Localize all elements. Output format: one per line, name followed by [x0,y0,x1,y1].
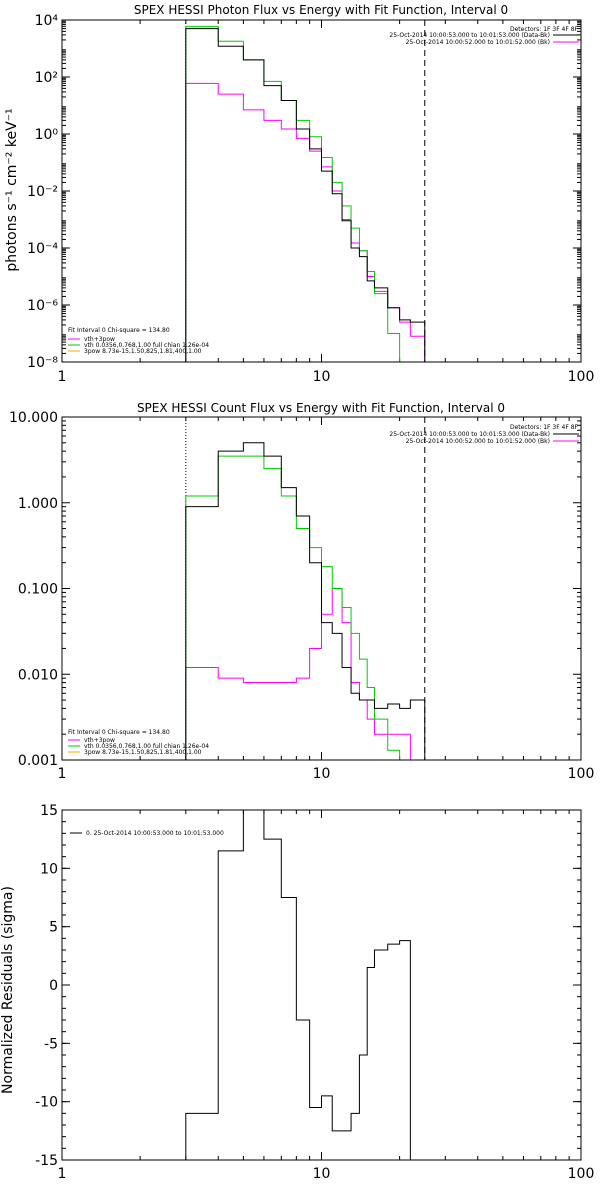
series-bk-line [185,82,426,362]
x-tick-label: 1 [58,766,67,782]
detectors-label: Detectors: 1F 3F 4F 8F [510,26,579,33]
series-data-bk-line [185,28,426,362]
y-axis-label: photons s⁻¹ cm⁻² keV⁻¹ [4,108,20,271]
y-tick-label: 0.010 [18,667,58,683]
plot-marks: 1 10 100 10⁻⁸ 10⁻⁶ 10⁻⁴ 10⁻² 10⁰ 10² 10⁴ [27,13,594,385]
photon-flux-chart: SPEX HESSI Photon Flux vs Energy with Fi… [4,3,594,385]
y-tick-label: 1.000 [18,496,58,512]
series-vth-3pow-line [185,25,425,362]
y-tick-label: 10 [40,861,58,877]
detectors-label: Detectors: 1F 3F 4F 8F [510,424,579,431]
series-data-bk-line [185,442,426,760]
time-label-data: 25-Oct-2014 10:00:53.000 to 10:01:53.000… [389,431,550,438]
y-tick-label: -5 [44,1036,58,1052]
y-tick-label: 10⁻² [27,184,58,200]
legend-entry-2: vth 0.0356,0.768,1.00 full chian 1.26e-0… [84,342,209,349]
plot-frame [61,809,582,1161]
y-tick-label: -15 [35,1153,58,1169]
y-tick-label: 10⁴ [35,13,59,29]
residuals-chart: Normalized Residuals (sigma) 1 10 100-15-1… [0,803,594,1182]
legend-entry-1: vth+3pow [84,336,115,343]
y-tick-label: 10⁻⁶ [27,298,58,314]
count-flux-chart: SPEX HESSI Count Flux vs Energy with Fit… [9,401,594,782]
legend-entry-1: 0. 25-Oct-2014 10:00:53.000 to 10:01:53.… [86,830,224,837]
fit-interval-label: Fit Interval 0 Chi-square = 134.80 [68,327,170,334]
x-tick-label: 10 [313,369,331,385]
plot-marks: 1 10 100 0.001 0.010 0.100 1.000 10.000 [9,410,594,782]
legend-entry-2: vth 0.0356,0.768,1.00 full chian 1.26e-0… [84,743,209,750]
legend-entry-3: 3pow 8.73e-15,1.50,825,1.81,400,1.00 [84,749,202,756]
series-vth-3pow-line [185,455,425,760]
plot-frame [61,19,582,363]
time-label-data: 25-Oct-2014 10:00:53.000 to 10:01:53.000… [389,32,550,39]
y-tick-label: 10⁰ [35,127,59,143]
fit-interval-label: Fit Interval 0 Chi-square = 134.80 [68,729,170,736]
y-tick-label: 10⁻⁴ [27,241,58,257]
y-tick-label: 0.001 [18,753,58,769]
time-label-bk: 25-Oct-2014 10:00:52.000 to 10:01:52.000… [406,39,550,46]
x-tick-label: 100 [568,1166,595,1182]
plot-marks: 1 10 100 -15 -10 -5 0 5 10 15 [35,803,594,1182]
y-tick-label: 0 [49,978,58,994]
series-bk-line [185,588,425,760]
y-tick-label: 10⁻⁸ [27,355,58,371]
y-tick-label: -10 [35,1095,58,1111]
chart-title: SPEX HESSI Count Flux vs Energy with Fit… [137,401,505,415]
y-tick-label: 5 [49,920,58,936]
time-label-bk: 25-Oct-2014 10:00:52.000 to 10:01:52.000… [406,438,550,445]
y-tick-label: 10.000 [9,410,58,426]
x-tick-label: 100 [568,369,595,385]
legend-entry-1: vth+3pow [84,737,115,744]
y-tick-label: 10² [35,70,58,86]
x-tick-label: 1 [58,369,67,385]
y-tick-label: 0.100 [18,582,58,598]
legend-entry-3: 3pow 8.73e-15,1.50,825,1.81,400,1.00 [84,348,202,355]
plot-frame [61,416,582,761]
x-tick-label: 10 [313,766,331,782]
x-tick-label: 1 [58,1166,67,1182]
y-tick-label: 15 [40,803,58,819]
series-0-25-oct-2014-10-00-53-000-to-10-01-53-000-line [185,810,425,1160]
y-axis-label: Normalized Residuals (sigma) [0,886,16,1094]
x-tick-label: 10 [313,1166,331,1182]
chart-title: SPEX HESSI Photon Flux vs Energy with Fi… [134,3,508,17]
x-tick-label: 100 [568,766,595,782]
